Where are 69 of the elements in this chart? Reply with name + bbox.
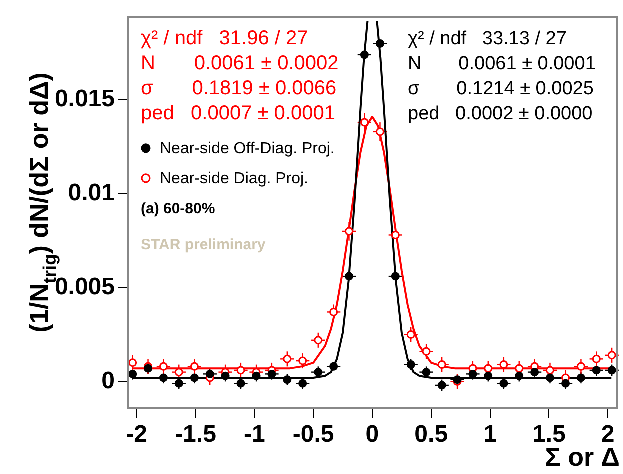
point bbox=[406, 330, 416, 340]
point bbox=[484, 372, 493, 380]
point bbox=[608, 351, 616, 360]
x-tick-label: 1 bbox=[484, 421, 497, 448]
point bbox=[330, 362, 338, 371]
point bbox=[252, 372, 261, 380]
point bbox=[159, 374, 168, 382]
legend-label: Near-side Diag. Proj. bbox=[160, 170, 308, 188]
point bbox=[283, 376, 292, 384]
point bbox=[438, 360, 446, 370]
x-tick-label: -2 bbox=[126, 421, 148, 448]
annotation: χ² / ndf 31.96 / 27 bbox=[141, 27, 308, 50]
point bbox=[422, 347, 431, 356]
point bbox=[376, 128, 384, 136]
point bbox=[128, 358, 138, 368]
annotation: ped 0.0007 ± 0.0001 bbox=[141, 102, 336, 124]
point bbox=[592, 366, 601, 375]
point bbox=[298, 379, 308, 388]
x-tick-label: -1 bbox=[244, 421, 266, 448]
point bbox=[406, 360, 416, 370]
point bbox=[530, 368, 540, 377]
point bbox=[562, 379, 570, 388]
point bbox=[592, 354, 601, 364]
annotation: STAR preliminary bbox=[141, 236, 266, 254]
x-tick-label: -0.5 bbox=[292, 421, 334, 448]
point bbox=[314, 336, 323, 345]
annotation: σ 0.1819 ± 0.0066 bbox=[141, 77, 337, 100]
y-tick-label: 0.015 bbox=[54, 86, 115, 113]
point bbox=[391, 230, 400, 240]
point bbox=[314, 368, 323, 377]
point bbox=[344, 272, 354, 281]
y-tick-label: 0.01 bbox=[68, 180, 115, 207]
annotation: N 0.0061 ± 0.0002 bbox=[141, 52, 339, 74]
point bbox=[515, 364, 524, 373]
point bbox=[190, 362, 199, 371]
point bbox=[298, 356, 308, 366]
point bbox=[236, 366, 246, 375]
point bbox=[546, 366, 554, 375]
point bbox=[330, 308, 338, 316]
legend-label: Near-side Off-Diag. Proj. bbox=[160, 140, 335, 158]
point bbox=[500, 379, 508, 388]
point bbox=[283, 354, 292, 364]
annotation: N 0.0061 ± 0.0001 bbox=[408, 53, 596, 74]
x-tick-label: 0.5 bbox=[414, 421, 448, 448]
point bbox=[190, 374, 199, 382]
point bbox=[576, 362, 586, 371]
annotation: σ 0.1214 ± 0.0025 bbox=[408, 78, 594, 100]
y-tick-label: 0 bbox=[102, 367, 115, 394]
x-tick-label: 0 bbox=[366, 421, 380, 448]
annotation: ped 0.0002 ± 0.0000 bbox=[408, 103, 593, 124]
point bbox=[206, 370, 214, 378]
point bbox=[159, 362, 168, 371]
point bbox=[546, 374, 554, 382]
x-tick-label: -1.5 bbox=[175, 421, 216, 448]
point bbox=[422, 368, 431, 377]
point bbox=[515, 372, 524, 380]
point bbox=[221, 372, 230, 380]
point bbox=[438, 381, 446, 390]
point bbox=[174, 379, 184, 388]
point bbox=[484, 364, 493, 373]
point bbox=[360, 50, 369, 60]
point bbox=[576, 374, 586, 382]
point bbox=[360, 118, 369, 127]
annotation: χ² / ndf 33.13 / 27 bbox=[408, 28, 567, 50]
point bbox=[376, 39, 384, 48]
point bbox=[344, 227, 354, 236]
annotation: (a) 60-80% bbox=[141, 200, 216, 218]
point bbox=[391, 272, 400, 281]
point bbox=[236, 379, 246, 388]
